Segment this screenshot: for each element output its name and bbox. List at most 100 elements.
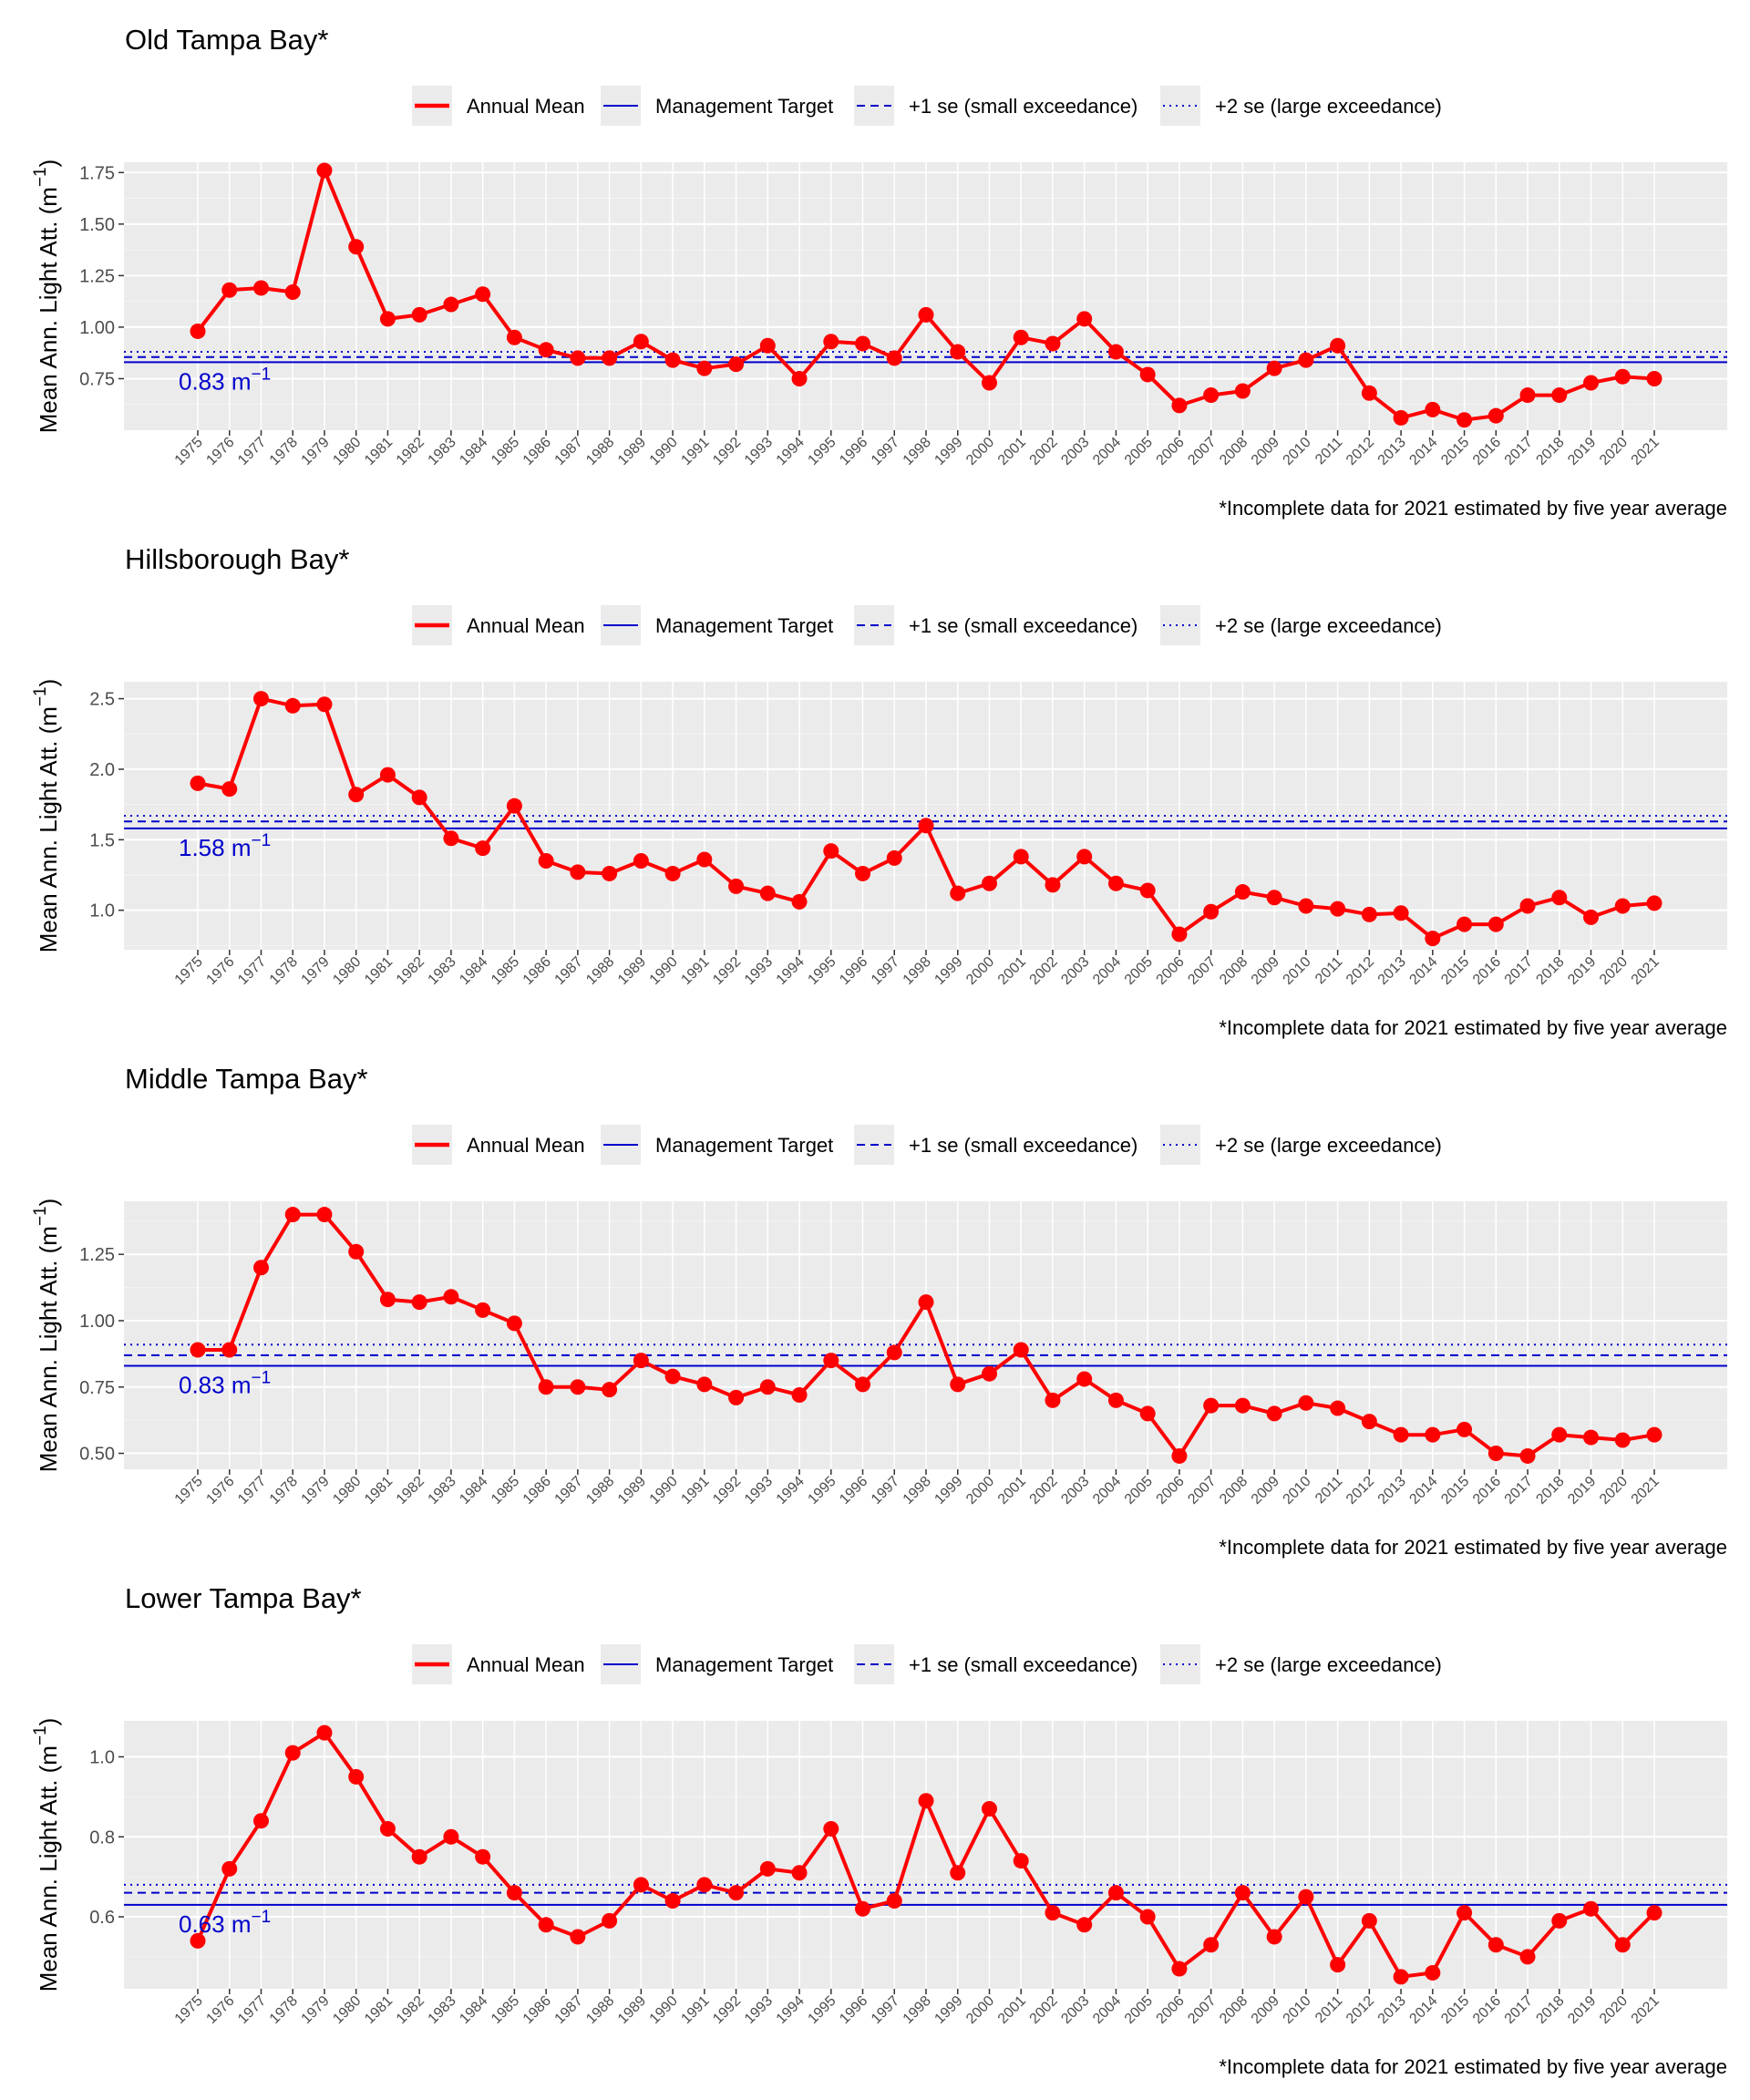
data-point [1551, 890, 1568, 906]
data-point [506, 329, 522, 345]
data-point [1646, 1905, 1662, 1921]
data-point [855, 335, 871, 352]
y-axis-label-close: ) [35, 1199, 62, 1207]
x-tick-label: 1988 [583, 954, 617, 988]
data-point [1076, 1371, 1093, 1387]
x-tick-label: 2000 [963, 954, 997, 988]
data-point [538, 342, 554, 358]
x-tick-label: 1984 [457, 435, 490, 468]
data-point [1234, 1397, 1251, 1414]
data-point [1266, 1929, 1282, 1945]
data-point [411, 1294, 427, 1311]
x-tick-label: 2021 [1629, 1993, 1662, 2027]
y-axis-label-close: ) [35, 679, 62, 687]
data-point [855, 1376, 871, 1393]
data-point [221, 282, 238, 298]
legend: Annual Mean Management Target +1 se (small… [412, 86, 1442, 126]
x-tick-label: 2015 [1438, 435, 1472, 468]
data-point [664, 1368, 681, 1385]
legend-label: Management Target [655, 1653, 833, 1676]
x-tick-label: 1993 [742, 954, 776, 988]
data-point [252, 1260, 269, 1276]
data-point [1551, 387, 1568, 404]
data-point [379, 1292, 396, 1308]
data-point [1076, 311, 1093, 327]
x-tick-label: 2016 [1470, 954, 1504, 988]
x-tick-label: 1978 [267, 1993, 301, 2027]
x-tick-label: 2010 [1281, 954, 1314, 988]
y-tick-label: 0.8 [89, 1827, 115, 1848]
x-tick-label: 2000 [963, 435, 997, 468]
data-point [981, 1365, 997, 1382]
data-point [348, 787, 365, 803]
data-point [1583, 1900, 1600, 1917]
data-point [1045, 877, 1061, 893]
x-tick-label: 2005 [1122, 435, 1156, 468]
data-point [221, 1860, 238, 1877]
data-point [1330, 337, 1346, 354]
x-tick-label: 1980 [330, 1474, 364, 1508]
x-tick-label: 2004 [1090, 1993, 1124, 2027]
x-tick-label: 1997 [869, 435, 902, 468]
data-point [1488, 407, 1504, 424]
y-axis-label-exponent: −1 [31, 1725, 50, 1745]
data-point [791, 893, 808, 910]
target-label-exponent: −1 [252, 1368, 272, 1387]
data-point [728, 878, 745, 894]
x-tick-label: 1993 [742, 1993, 776, 2027]
x-tick-label: 2017 [1502, 954, 1536, 988]
data-point [284, 283, 301, 300]
y-axis-label-exponent: −1 [31, 686, 50, 706]
data-point [1298, 352, 1314, 368]
legend-label: Annual Mean [467, 1134, 585, 1157]
data-point [1203, 1937, 1220, 1953]
data-point [443, 1289, 459, 1305]
y-axis-label: Mean Ann. Light Att. (m−1) [31, 160, 62, 434]
x-tick-label: 2001 [995, 1993, 1029, 2027]
legend: Annual Mean Management Target +1 se (small… [412, 605, 1442, 645]
data-point [570, 864, 586, 880]
target-label-value: 0.83 [179, 1371, 232, 1398]
x-tick-label: 2019 [1565, 1993, 1599, 2027]
data-point [475, 1848, 491, 1865]
x-tick-label: 1975 [172, 1993, 206, 2027]
data-point [190, 323, 206, 339]
target-label-exponent: −1 [252, 365, 272, 384]
x-tick-label: 1981 [362, 1474, 396, 1508]
x-tick-label: 2003 [1058, 1993, 1092, 2027]
panel-title: Middle Tampa Bay* [125, 1063, 368, 1095]
data-point [1551, 1426, 1568, 1443]
x-tick-label: 2012 [1343, 1993, 1377, 2027]
data-point [1266, 890, 1282, 906]
x-tick-label: 2004 [1090, 1474, 1124, 1508]
legend-label: Annual Mean [467, 614, 585, 637]
x-tick-label: 1990 [647, 435, 681, 468]
x-tick-label: 2015 [1438, 1993, 1472, 2027]
data-point [1519, 1447, 1536, 1464]
data-point [411, 1848, 427, 1865]
data-point [759, 1379, 776, 1395]
y-tick-label: 0.75 [79, 1378, 115, 1398]
x-tick-label: 2014 [1406, 435, 1440, 468]
data-point [443, 296, 459, 313]
data-point [348, 1243, 365, 1260]
x-tick-label: 2007 [1185, 954, 1219, 988]
target-label: 0.83 m−1 [179, 365, 271, 395]
x-tick-label: 1988 [583, 435, 617, 468]
x-tick-label: 1996 [837, 954, 870, 988]
data-point [696, 851, 713, 868]
data-point [1583, 1429, 1600, 1446]
data-point [538, 1917, 554, 1933]
data-point [1139, 1909, 1156, 1925]
data-point [1171, 1447, 1188, 1464]
x-tick-label: 2018 [1533, 1993, 1567, 2027]
x-tick-label: 1985 [489, 1474, 522, 1508]
data-point [602, 1382, 618, 1398]
data-point [1646, 370, 1662, 386]
x-tick-label: 1998 [901, 1474, 934, 1508]
x-tick-label: 2008 [1217, 954, 1251, 988]
data-point [1457, 1905, 1473, 1921]
data-point [602, 865, 618, 881]
panel-title: Old Tampa Bay* [125, 24, 328, 56]
x-tick-label: 1977 [235, 954, 269, 988]
